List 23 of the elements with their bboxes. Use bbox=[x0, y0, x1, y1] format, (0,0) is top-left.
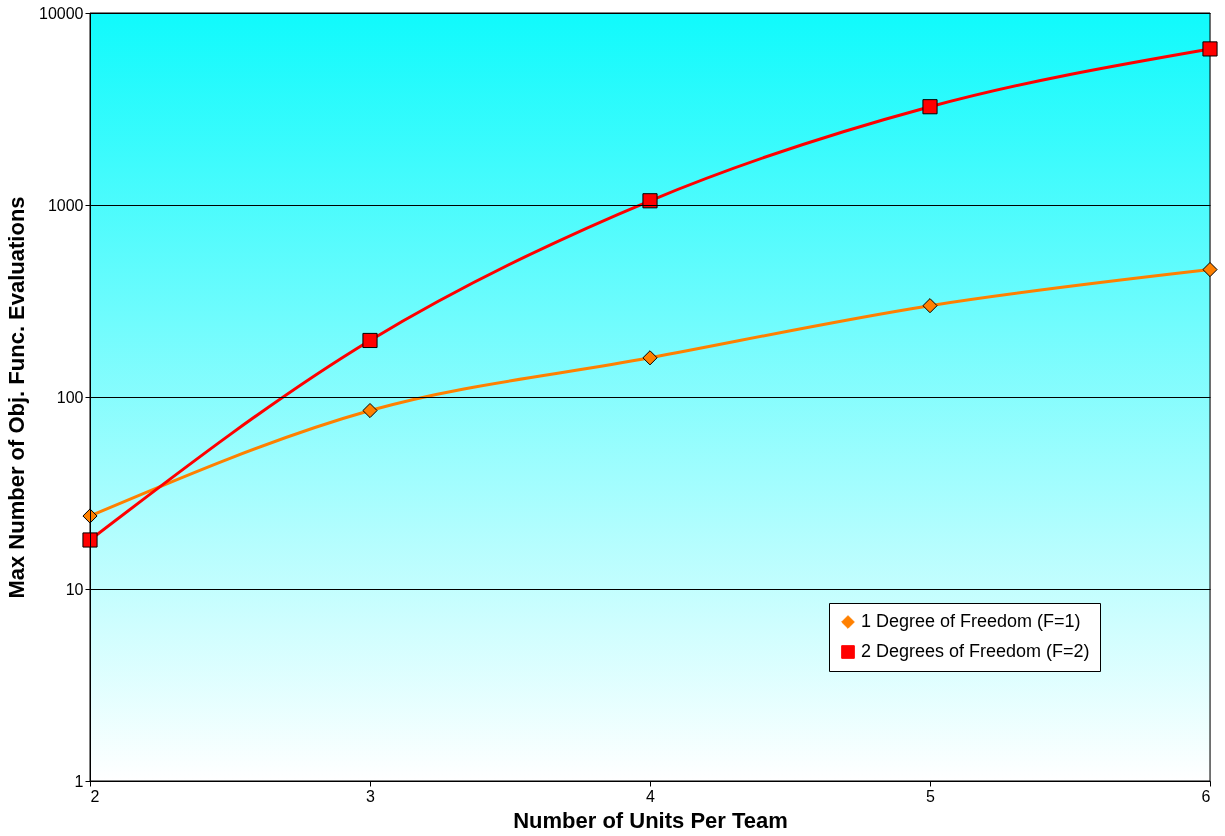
y-tick-label: 100 bbox=[56, 388, 84, 406]
point bbox=[82, 532, 98, 548]
y-tick-label: 10000 bbox=[39, 4, 84, 22]
x-tick-label: 3 bbox=[366, 787, 376, 805]
y-tick-label: 1000 bbox=[47, 196, 84, 214]
y-tick-label: 1 bbox=[74, 772, 84, 790]
x-tick-label: 5 bbox=[926, 787, 936, 805]
x-tick-label: 2 bbox=[90, 787, 100, 805]
x-tick-label: 6 bbox=[1201, 787, 1211, 805]
y-tick-label: 10 bbox=[65, 580, 84, 598]
x-tick-label: 4 bbox=[646, 787, 656, 805]
point bbox=[642, 193, 658, 209]
point bbox=[1202, 41, 1218, 57]
point bbox=[362, 332, 378, 349]
legend-label: 2 Degrees of Freedom (F=2) bbox=[861, 641, 1090, 661]
point bbox=[362, 402, 378, 419]
x-axis-title: Number of Units Per Team bbox=[513, 807, 788, 833]
y-axis-title: Max Number of Obj. Func. Evaluations bbox=[4, 196, 30, 599]
legend-label: 1 Degree of Freedom (F=1) bbox=[861, 611, 1081, 631]
point bbox=[1202, 262, 1218, 278]
point bbox=[922, 298, 938, 314]
point bbox=[922, 99, 938, 115]
point bbox=[642, 350, 658, 366]
